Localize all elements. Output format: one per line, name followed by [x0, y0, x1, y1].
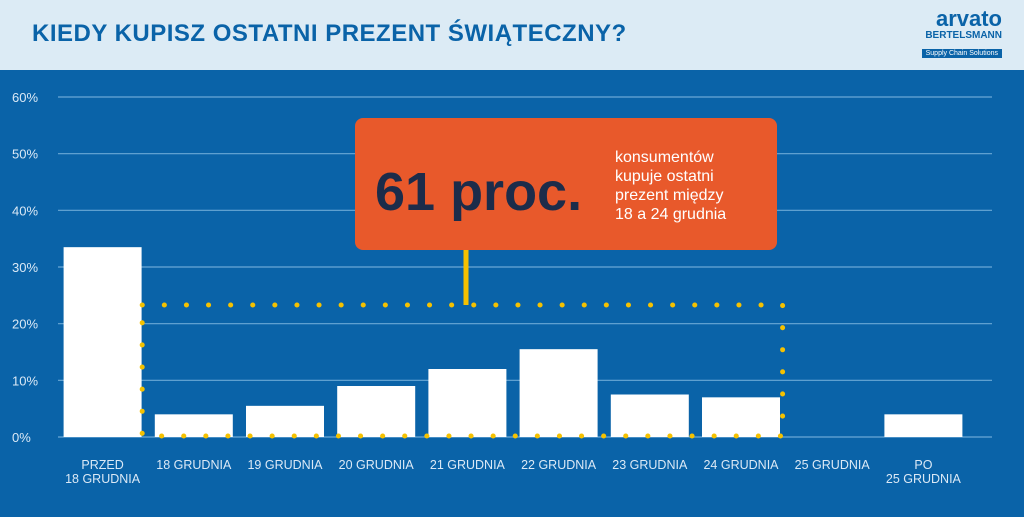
- x-tick-label: PRZED 18 GRUDNIA: [65, 458, 141, 486]
- y-tick-label: 20%: [12, 317, 38, 332]
- x-tick-label: 23 GRUDNIA: [612, 458, 688, 472]
- x-tick-label: 25 GRUDNIA: [795, 458, 871, 472]
- chart-area: 0% 10% 20% 30% 40% 50% 60% PRZED 18 GRUDNIA 18 GR…: [0, 70, 1024, 512]
- bar-chart: 0% 10% 20% 30% 40% 50% 60% PRZED 18 GRUDNIA 18 GR…: [12, 90, 992, 486]
- highlight-dotted-box: [139, 302, 786, 439]
- bar: [519, 349, 598, 437]
- bar: [337, 386, 416, 437]
- y-tick-label: 60%: [12, 90, 38, 105]
- header-band: KIEDY KUPISZ OSTATNI PREZENT ŚWIĄTECZNY?…: [0, 0, 1024, 70]
- y-tick-label: 10%: [12, 373, 38, 388]
- callout-description-line: kupuje ostatni: [615, 168, 714, 185]
- callout-description-line: konsumentów: [615, 149, 714, 166]
- logo-wordmark: arvato: [935, 6, 1002, 31]
- x-tick-label: 21 GRUDNIA: [430, 458, 506, 472]
- y-tick-label: 30%: [12, 260, 38, 275]
- brand-logo: arvato BERTELSMANN Supply Chain Solution…: [902, 8, 1002, 60]
- y-tick-label: 0%: [12, 430, 31, 445]
- y-tick-label: 40%: [12, 203, 38, 218]
- bar: [246, 405, 324, 437]
- x-tick-label: 22 GRUDNIA: [521, 458, 597, 472]
- bar: [702, 397, 780, 437]
- x-tick-label: 19 GRUDNIA: [247, 458, 323, 472]
- callout-big-number: 61 proc.: [375, 162, 582, 222]
- callout-description-line: prezent między: [615, 187, 724, 204]
- x-tick-label: 24 GRUDNIA: [703, 458, 779, 472]
- bar: [884, 414, 963, 437]
- x-tick-label: 20 GRUDNIA: [339, 458, 415, 472]
- bar: [428, 369, 507, 437]
- x-tick-label: 18 GRUDNIA: [156, 458, 232, 472]
- callout-box: [355, 118, 777, 250]
- x-tick-label: PO 25 GRUDNIA: [886, 458, 962, 486]
- logo-tagline: Supply Chain Solutions: [921, 49, 1002, 58]
- logo-subtitle: BERTELSMANN: [925, 30, 1002, 41]
- bar: [610, 394, 689, 437]
- y-tick-label: 50%: [12, 147, 38, 162]
- page-title: KIEDY KUPISZ OSTATNI PREZENT ŚWIĄTECZNY?: [32, 20, 627, 47]
- bar: [63, 247, 142, 437]
- bar: [154, 414, 233, 437]
- callout-description-line: 18 a 24 grudnia: [615, 206, 726, 223]
